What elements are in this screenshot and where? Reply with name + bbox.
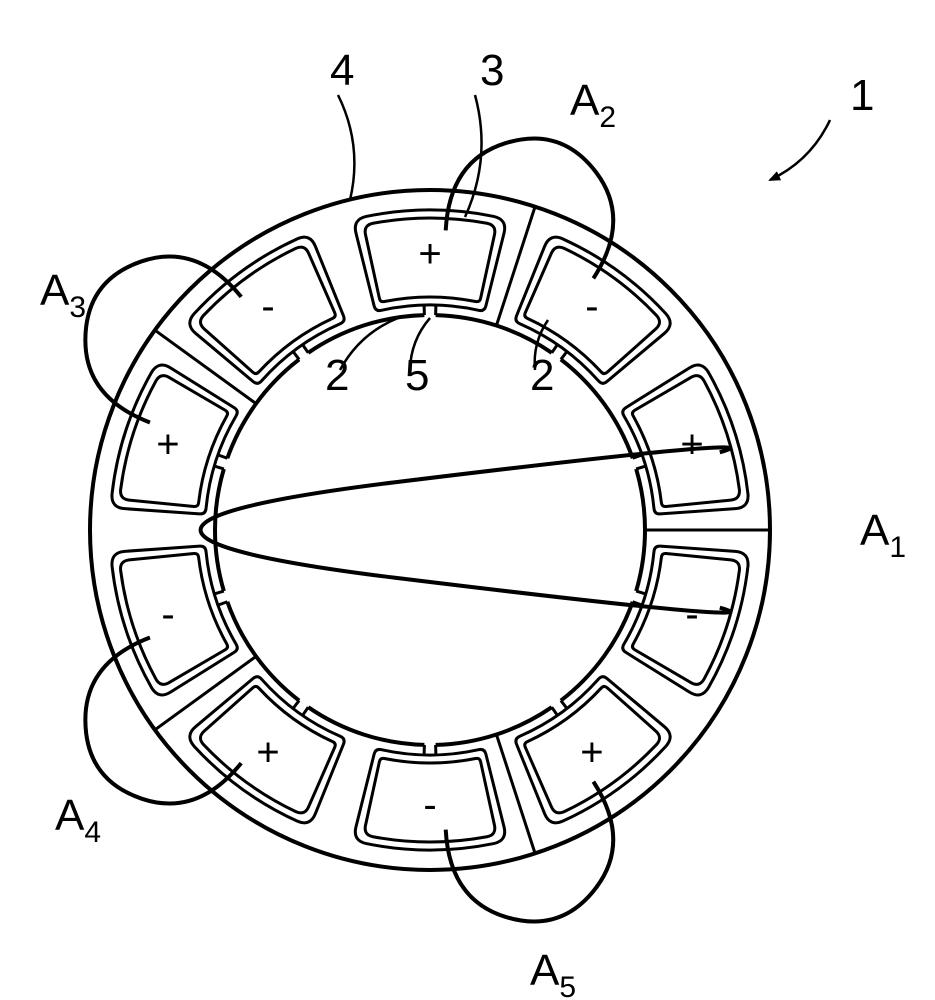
slot-opening [636, 591, 646, 594]
pair-divider [496, 734, 535, 853]
slot-sign: + [680, 422, 703, 466]
slot-sign: - [685, 593, 698, 637]
slot-sign: + [418, 232, 441, 276]
pair-label: A2 [570, 76, 616, 134]
callout-label: 2 [530, 351, 554, 400]
slot: - [355, 745, 504, 850]
slot-opening [561, 351, 567, 359]
stator-diagram: + - + - + - + - + - A1 A2 A3 A4 A5 1 4 3 2 5 2 [0, 0, 935, 1000]
slot-opening [293, 351, 299, 359]
slot-opening [214, 591, 224, 594]
pair-bracket [446, 782, 614, 922]
pair-label: A1 [860, 506, 906, 564]
slot-sign: - [585, 285, 598, 329]
slot-opening [218, 602, 227, 605]
callout-label: 3 [480, 46, 504, 95]
pair-bracket [446, 138, 614, 278]
pair-label: A3 [40, 266, 86, 324]
slot: - [190, 237, 344, 383]
inner-ring [215, 315, 645, 745]
slot: + [516, 677, 670, 823]
slot-opening [561, 701, 567, 709]
slot-opening [303, 707, 309, 715]
slot-opening [552, 707, 558, 715]
pair-label: A4 [55, 791, 101, 849]
slot-sign: + [580, 730, 603, 774]
slot-opening [218, 455, 227, 458]
slot-opening [636, 466, 646, 469]
slot: + [355, 210, 504, 315]
callout-leader [338, 95, 354, 200]
callout-label: 1 [850, 71, 874, 120]
pair-label: A5 [530, 946, 576, 1000]
callout-label: 2 [325, 351, 349, 400]
slot-sign: + [256, 730, 279, 774]
slot-opening [303, 345, 309, 353]
slot-sign: + [156, 422, 179, 466]
callout-label: 5 [405, 351, 429, 400]
pair-divider [496, 207, 535, 326]
slot-opening [214, 466, 224, 469]
callout-label: 4 [330, 46, 354, 95]
slot-sign: - [161, 593, 174, 637]
callout-leader [770, 120, 830, 180]
slot-opening [293, 701, 299, 709]
slot-sign: - [261, 285, 274, 329]
slot: + [190, 677, 344, 823]
slot-sign: - [423, 783, 436, 827]
